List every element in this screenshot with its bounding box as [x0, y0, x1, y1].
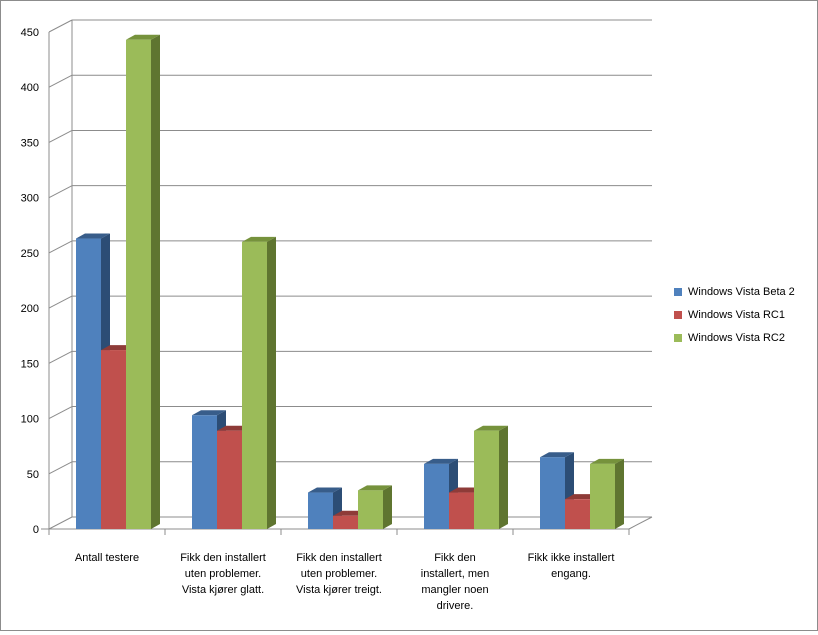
- bar-top: [76, 233, 110, 239]
- bar: [308, 492, 333, 529]
- bar-top: [308, 487, 342, 493]
- bar: [424, 463, 449, 529]
- legend-item: Windows Vista RC2: [674, 332, 785, 344]
- bar: [101, 350, 126, 529]
- x-tick-label: Vista kjører treigt.: [296, 584, 382, 596]
- gridline-side: [48, 240, 73, 254]
- gridline-side: [48, 406, 73, 419]
- x-tick-label: Fikk den: [434, 552, 476, 564]
- bar-top: [424, 458, 458, 464]
- x-tick-label: uten problemer.: [185, 568, 261, 580]
- y-tick-label: 200: [21, 303, 39, 315]
- gridline-side: [48, 461, 73, 475]
- legend-swatch: [674, 288, 682, 296]
- bar: [76, 238, 101, 529]
- legend-label: Windows Vista RC2: [688, 332, 785, 344]
- floor-edge: [628, 516, 653, 530]
- x-tick-label: Fikk ikke installert: [528, 552, 615, 564]
- gridline-side: [48, 295, 73, 309]
- x-tick-label: mangler noen: [421, 584, 488, 596]
- legend-label: Windows Vista RC1: [688, 309, 785, 321]
- bar-top: [474, 425, 508, 431]
- x-tick-label: Fikk den installert: [296, 552, 382, 564]
- x-tick-label: drivere.: [437, 600, 474, 612]
- y-tick-label: 300: [21, 193, 39, 205]
- legend-swatch: [674, 334, 682, 342]
- x-tick-label: installert, men: [421, 568, 489, 580]
- bar: [474, 430, 499, 529]
- gridline-side: [48, 185, 73, 199]
- bar-top: [242, 236, 276, 242]
- y-tick-label: 400: [21, 82, 39, 94]
- gridline-side: [48, 350, 73, 364]
- bar-top: [358, 485, 392, 491]
- x-tick-label: engang.: [551, 568, 591, 580]
- bar-top: [192, 410, 226, 416]
- bar: [540, 457, 565, 529]
- gridline-side: [48, 130, 73, 143]
- x-tick-label: Vista kjører glatt.: [182, 584, 264, 596]
- bar: [358, 490, 383, 529]
- bar: [449, 492, 474, 529]
- bar-top: [126, 34, 160, 40]
- legend-label: Windows Vista Beta 2: [688, 286, 795, 298]
- y-tick-label: 450: [21, 27, 39, 39]
- bar: [217, 430, 242, 529]
- x-tick-label: Antall testere: [75, 552, 139, 564]
- bar-side: [267, 236, 276, 529]
- bar-side: [151, 34, 160, 529]
- bar-top: [540, 452, 574, 458]
- y-tick-label: 100: [21, 414, 39, 426]
- y-tick-label: 250: [21, 248, 39, 260]
- legend-item: Windows Vista Beta 2: [674, 286, 795, 298]
- bar-top: [590, 458, 624, 464]
- bar: [126, 39, 151, 529]
- bar: [242, 241, 267, 529]
- legend-swatch: [674, 311, 682, 319]
- y-tick-label: 350: [21, 137, 39, 149]
- bar: [192, 415, 217, 529]
- y-tick-label: 0: [33, 524, 39, 536]
- gridline-side: [48, 516, 73, 530]
- bar: [590, 463, 615, 529]
- x-tick-label: Fikk den installert: [180, 552, 266, 564]
- x-tick-label: uten problemer.: [301, 568, 377, 580]
- y-tick-label: 50: [27, 469, 39, 481]
- gridline-side: [48, 74, 73, 88]
- bar: [565, 499, 590, 529]
- bar-side: [499, 425, 508, 529]
- bar-side: [615, 458, 624, 529]
- gridline-side: [48, 19, 73, 33]
- bar: [333, 515, 358, 529]
- y-tick-label: 150: [21, 358, 39, 370]
- bar-side: [383, 485, 392, 529]
- legend-item: Windows Vista RC1: [674, 309, 785, 321]
